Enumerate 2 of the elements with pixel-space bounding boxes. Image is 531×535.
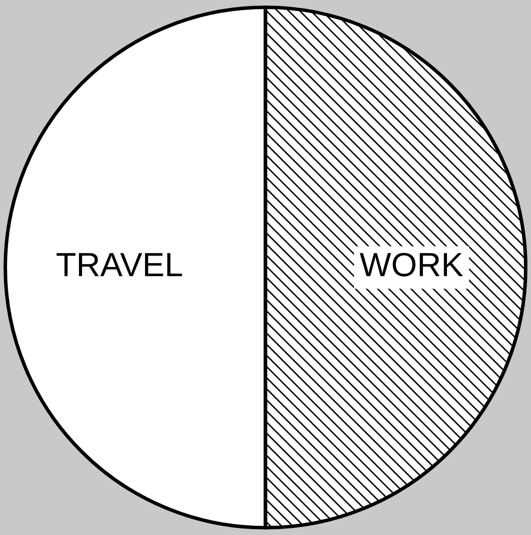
slice-label: TRAVEL	[56, 253, 182, 276]
slice-label: WORK	[360, 252, 463, 276]
